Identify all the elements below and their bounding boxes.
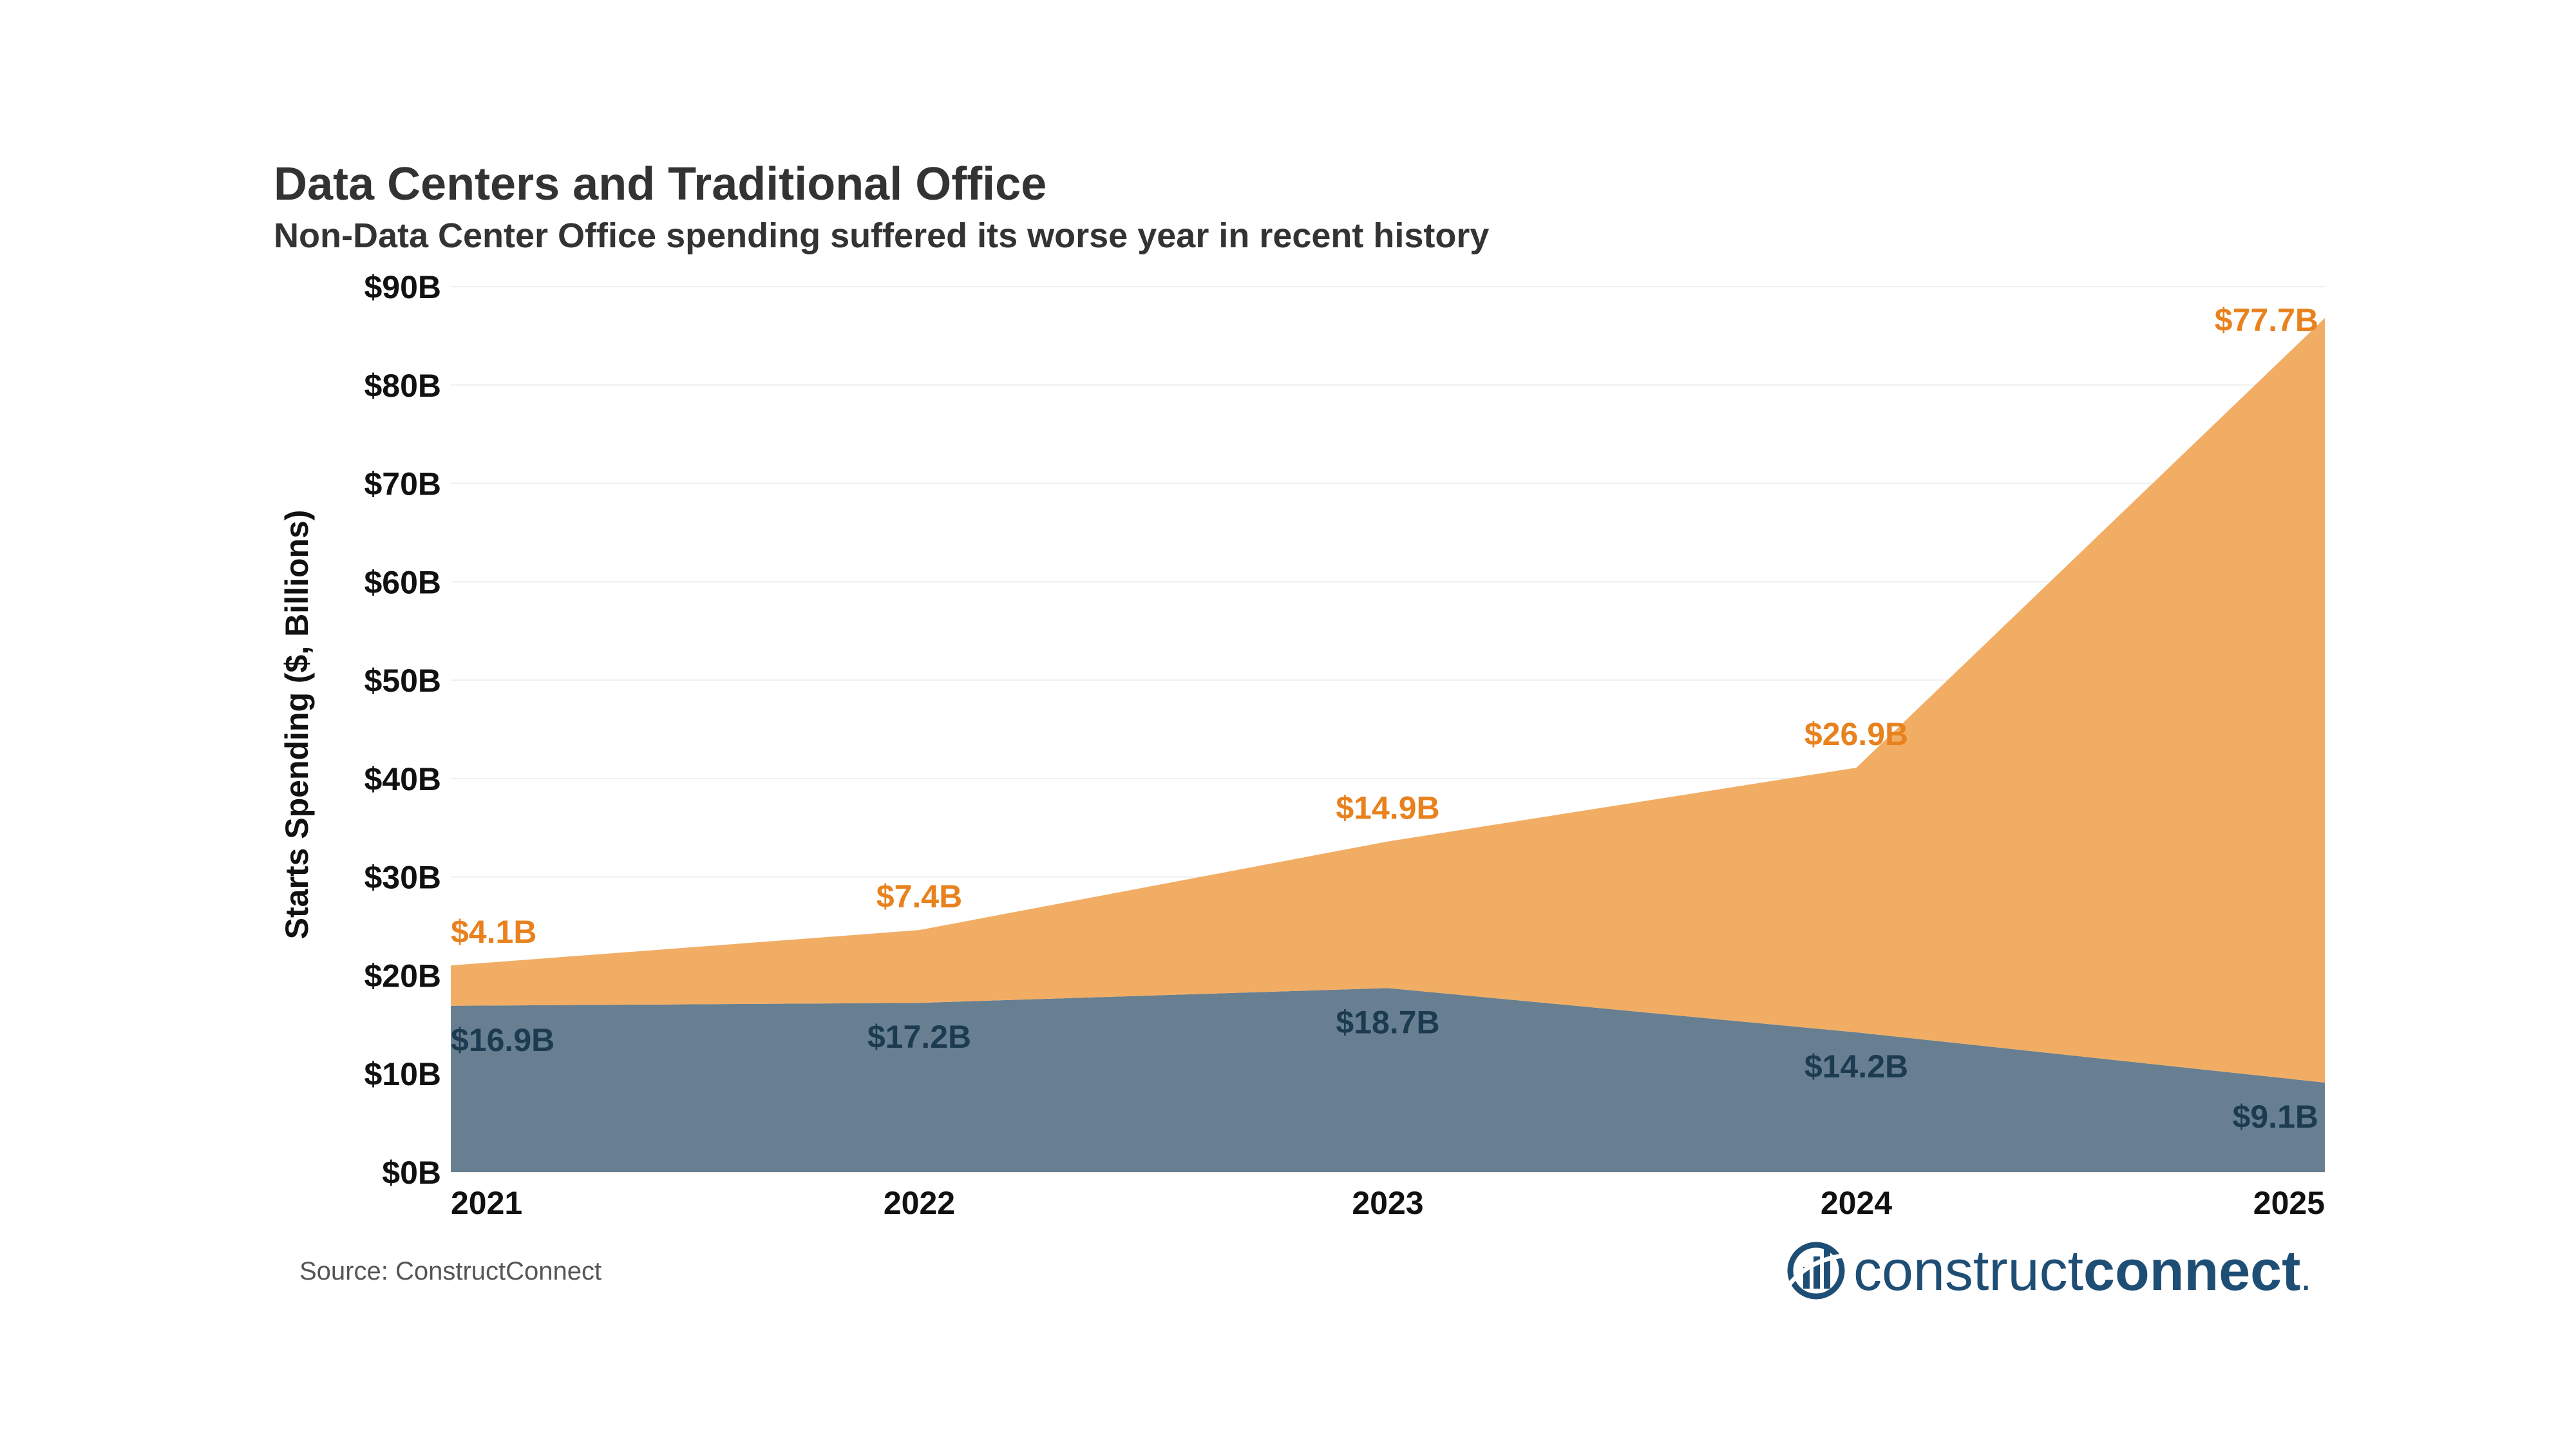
x-axis-ticks: 2021 2022 2023 2024 2025 <box>451 1185 2325 1221</box>
logo-text-light: construct <box>1853 1238 2083 1302</box>
y-axis-label: Starts Spending ($, Billions) <box>279 510 315 940</box>
data-center-value-label: $7.4B <box>876 878 962 914</box>
y-tick-label: $90B <box>364 269 441 305</box>
logo-text-bold: connect <box>2083 1238 2300 1302</box>
data-center-area <box>451 317 2325 1083</box>
x-tick-label: 2022 <box>884 1185 955 1221</box>
svg-text:constructconnect.: constructconnect. <box>1853 1238 2311 1302</box>
y-tick-label: $20B <box>364 958 441 994</box>
data-center-value-label: $26.9B <box>1804 716 1908 752</box>
x-tick-label: 2024 <box>1821 1185 1892 1221</box>
office-area <box>451 988 2325 1172</box>
constructconnect-logo: constructconnect. <box>1787 1238 2311 1302</box>
y-tick-label: $70B <box>364 466 441 502</box>
office-value-label: $18.7B <box>1336 1004 1439 1040</box>
y-tick-label: $10B <box>364 1056 441 1092</box>
y-tick-label: $30B <box>364 860 441 896</box>
data-center-value-label: $4.1B <box>451 914 536 950</box>
office-value-label: $9.1B <box>2233 1099 2318 1135</box>
x-tick-label: 2021 <box>451 1185 522 1221</box>
office-value-label: $16.9B <box>451 1022 554 1058</box>
source-note: Source: ConstructConnect <box>299 1257 602 1285</box>
data-center-value-label: $14.9B <box>1336 790 1439 826</box>
office-value-label: $14.2B <box>1804 1048 1908 1084</box>
y-tick-label: $60B <box>364 564 441 600</box>
x-tick-label: 2023 <box>1352 1185 1423 1221</box>
y-axis-ticks: $0B $10B $20B $30B $40B $50B $60B $70B $80B $90B <box>364 269 441 1191</box>
logo-mark-icon <box>1787 1242 1848 1300</box>
chart-title: Data Centers and Traditional Office <box>274 158 1047 210</box>
y-tick-label: $80B <box>364 368 441 404</box>
y-tick-label: $50B <box>364 663 441 699</box>
y-tick-label: $0B <box>382 1155 441 1191</box>
office-value-label: $17.2B <box>867 1019 971 1055</box>
x-tick-label: 2025 <box>2253 1185 2325 1221</box>
data-center-value-label: $77.7B <box>2215 302 2318 338</box>
y-tick-label: $40B <box>364 761 441 797</box>
data-labels: $16.9B $17.2B $18.7B $14.2B $9.1B $4.1B $7.4B $… <box>451 302 2318 1135</box>
chart-subtitle: Non-Data Center Office spending suffered… <box>274 216 1490 255</box>
logo-dot: . <box>2300 1255 2311 1298</box>
